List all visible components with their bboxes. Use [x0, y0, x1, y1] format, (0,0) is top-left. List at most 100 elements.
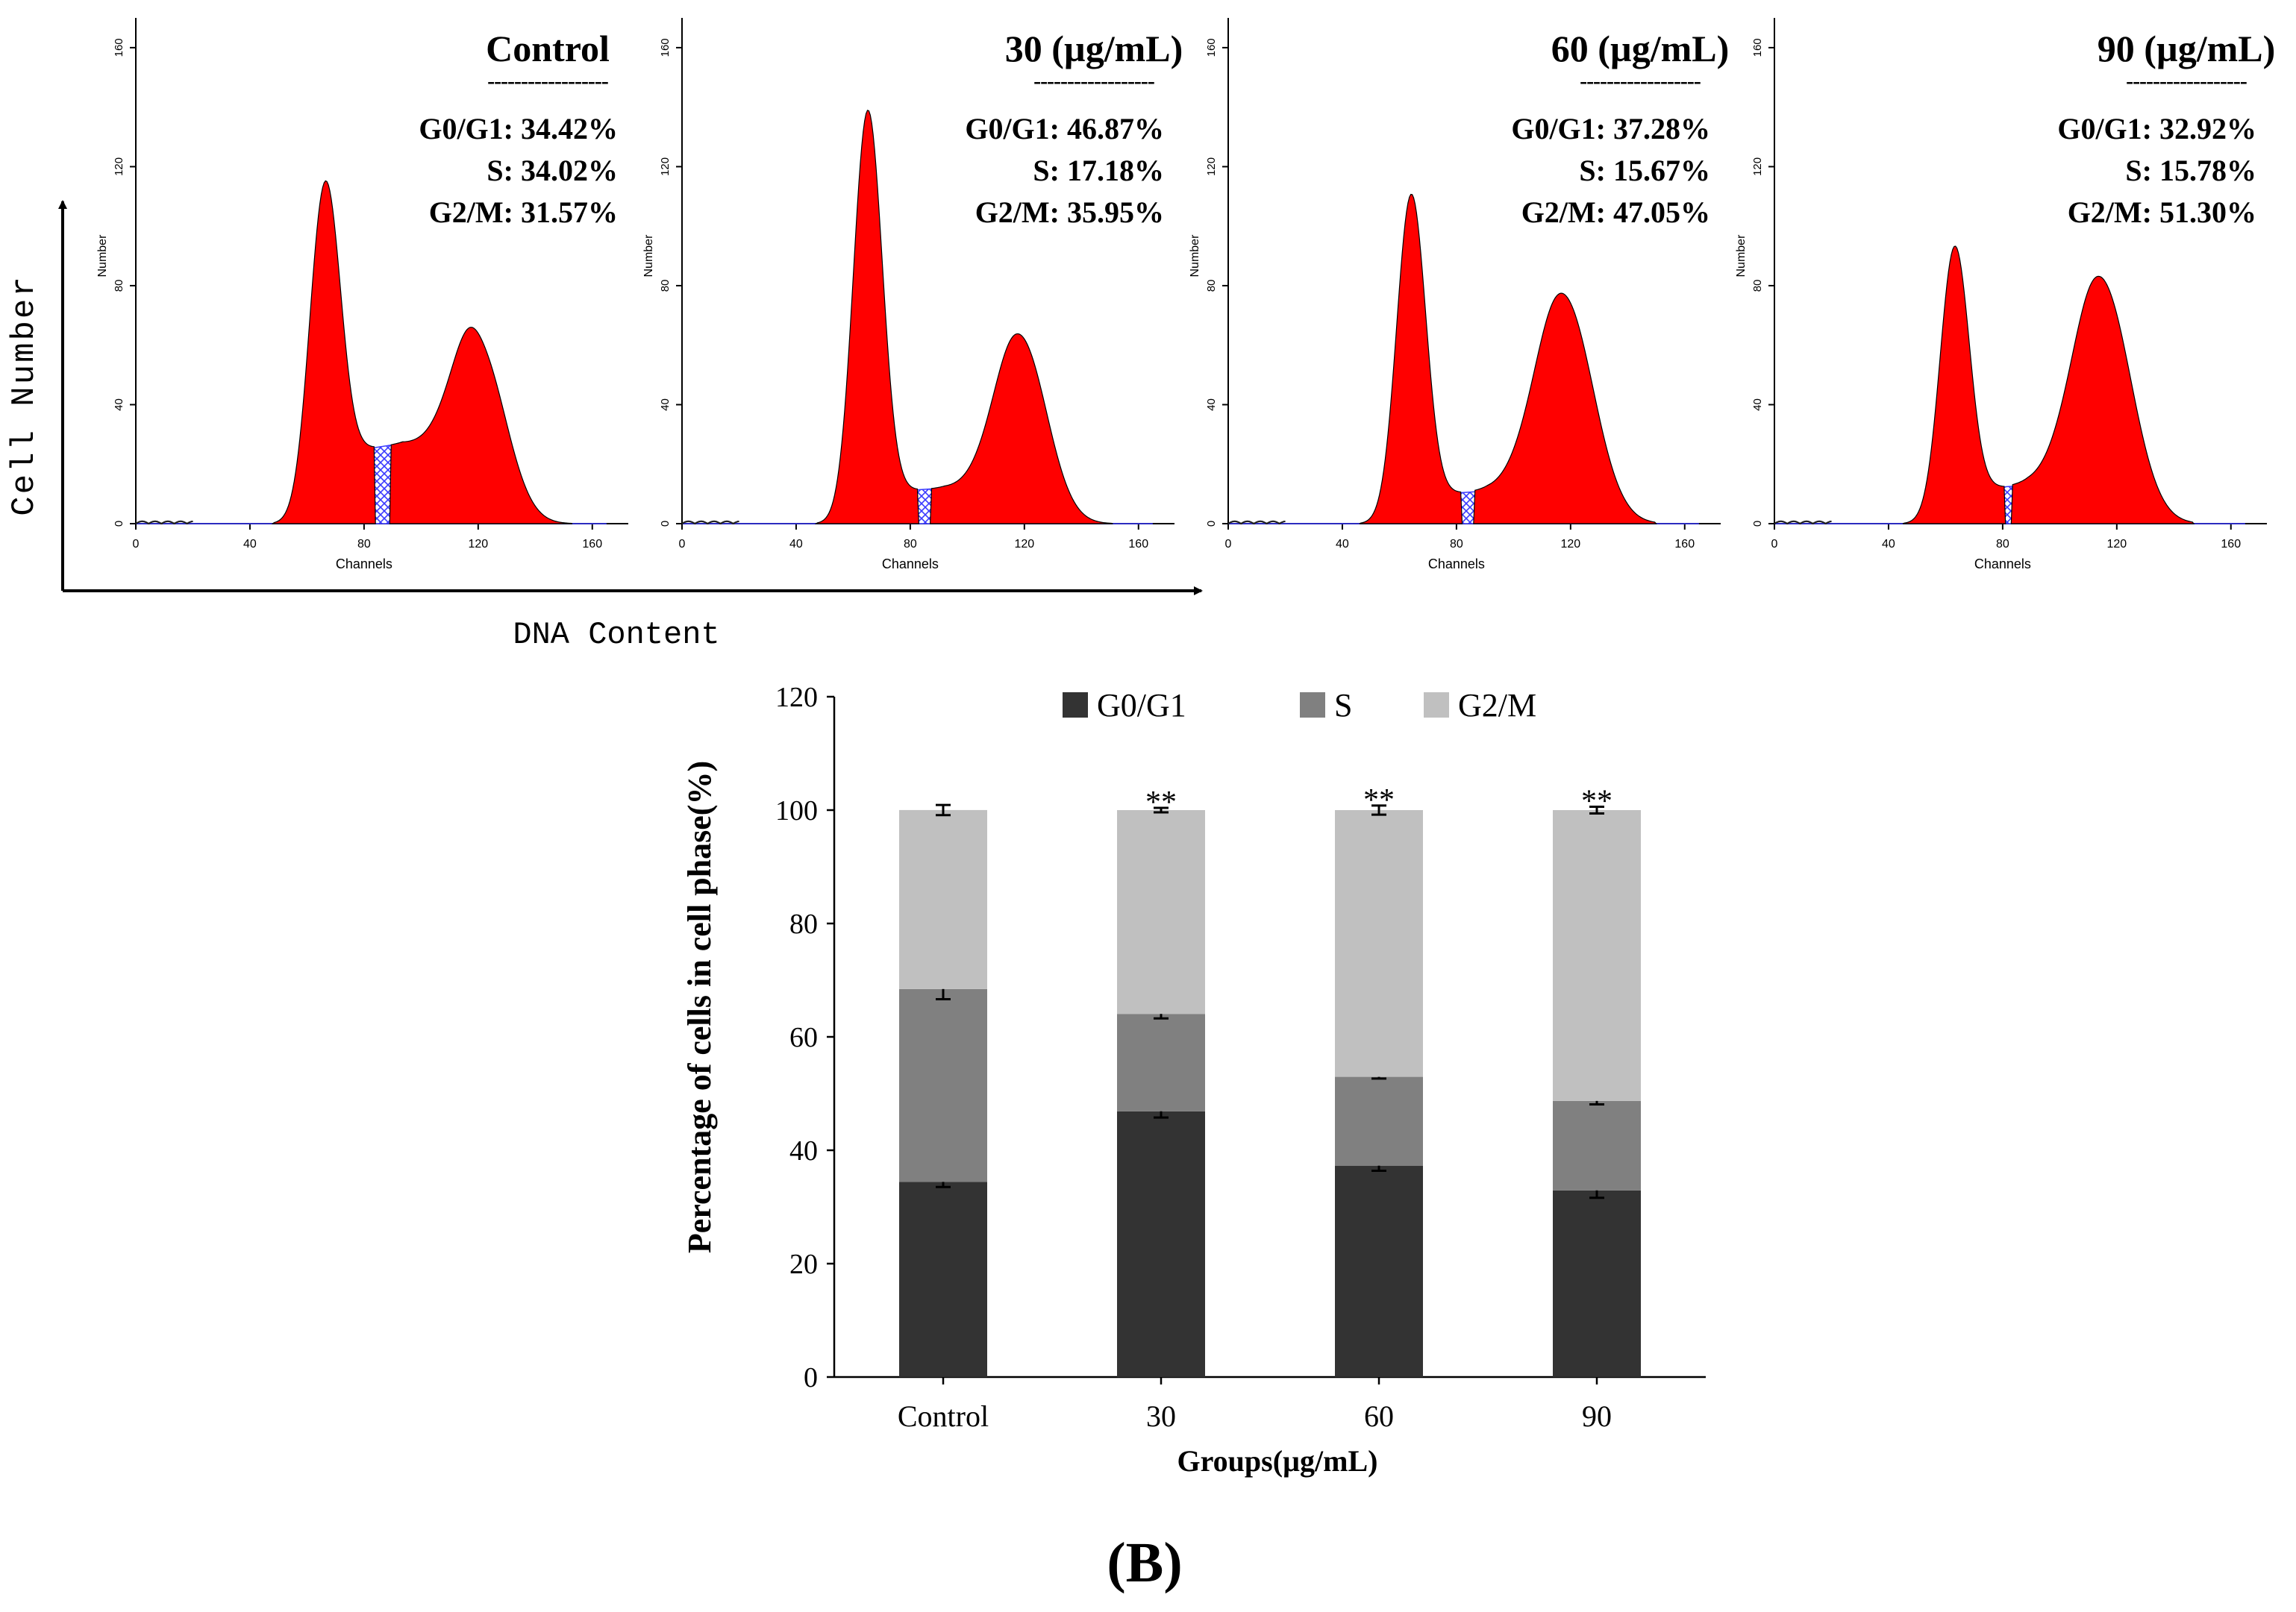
histogram-g2m-peak	[2010, 275, 2195, 524]
histogram-g0g1-peak	[271, 180, 376, 524]
bar-segment-g2m	[899, 809, 987, 989]
bar-segment-g2m	[1117, 810, 1205, 1014]
histogram-x-tick-label: 40	[1882, 538, 1895, 551]
histogram-y-tick-label: 80	[1751, 280, 1764, 292]
error-bar	[936, 803, 951, 817]
bar-y-axis-label: Percentage of cells in cell phase(%)	[681, 761, 718, 1253]
histogram-panel: 0 40 80 120 160 0 40 80 120 160 Number Channels 60 (…	[1189, 18, 1729, 571]
histogram-title: 60 (µg/mL)	[1551, 28, 1730, 69]
histogram-x-tick-label: 120	[1560, 538, 1580, 551]
histogram-x-axis-label: Channels	[336, 556, 392, 571]
bar-y-tick-label: 40	[789, 1135, 818, 1167]
legend-label: G2/M	[1458, 687, 1536, 724]
histogram-x-tick-label: 40	[1336, 538, 1349, 551]
error-bar	[1154, 806, 1169, 814]
histogram-stat: S: 15.67%	[1579, 154, 1710, 187]
histogram-g0g1-peak	[814, 110, 919, 524]
bar-x-tick-label: 30	[1146, 1399, 1176, 1433]
histogram-x-tick-label: 120	[1014, 538, 1034, 551]
bar-segment-s	[899, 988, 987, 1182]
histogram-x-tick-label: 80	[904, 538, 917, 551]
histogram-g0g1-peak	[1902, 245, 2006, 524]
histogram-dashes: ------------------	[1033, 69, 1154, 93]
histogram-y-tick-label: 40	[1751, 398, 1764, 411]
bar-segment-g2m	[1335, 810, 1423, 1077]
legend-item: S	[1300, 687, 1352, 724]
histogram-y-tick-label: 80	[1205, 280, 1218, 292]
histogram-x-tick-label: 160	[1128, 538, 1148, 551]
histogram-y-axis-label: Number	[1189, 234, 1201, 277]
bar-x-axis-label: Groups(µg/mL)	[1177, 1444, 1377, 1478]
histogram-y-tick-label: 120	[113, 157, 125, 176]
histogram-g2m-peak	[389, 327, 573, 524]
histogram-y-tick-label: 0	[113, 521, 125, 527]
histogram-stat: G2/M: 31.57%	[429, 195, 618, 229]
legend-swatch	[1063, 692, 1088, 718]
bar-segment-s	[1335, 1076, 1423, 1166]
bar-y-tick-label: 20	[789, 1249, 818, 1280]
histogram-x-tick-label: 120	[2106, 538, 2127, 551]
histogram-panel: 0 40 80 120 160 0 40 80 120 160 Number Channels 90 (…	[1735, 18, 2275, 571]
legend-label: G0/G1	[1097, 687, 1186, 724]
stacked-bar-chart: Percentage of cells in cell phase(%) Gro…	[681, 682, 1706, 1478]
histogram-y-tick-label: 160	[1751, 38, 1764, 57]
histogram-dashes: ------------------	[2126, 69, 2247, 93]
histogram-title: Control	[486, 28, 610, 69]
histogram-title: 90 (µg/mL)	[2098, 28, 2276, 69]
histogram-y-tick-label: 80	[659, 280, 672, 292]
histogram-y-axis-label: Number	[642, 234, 655, 277]
histogram-y-tick-label: 120	[1205, 157, 1218, 176]
histogram-x-axis-label: Channels	[1428, 556, 1485, 571]
legend-item: G0/G1	[1063, 687, 1186, 724]
histogram-stat: G2/M: 35.95%	[975, 195, 1164, 229]
histogram-raw-trace	[1227, 520, 1286, 525]
histogram-raw-trace	[135, 520, 193, 525]
histogram-outer-axes: Cell Number DNA Content	[6, 200, 1203, 653]
significance-marker: **	[1581, 784, 1612, 818]
bar-y-tick-label: 120	[775, 682, 818, 713]
bar-y-tick-label: 60	[789, 1022, 818, 1053]
histogram-y-tick-label: 160	[659, 38, 672, 57]
histogram-g0g1-peak	[1359, 193, 1463, 524]
dna-content-label: DNA Content	[513, 617, 719, 653]
histogram-stat: S: 15.78%	[2125, 154, 2256, 187]
histogram-y-tick-label: 160	[113, 38, 125, 57]
histogram-g2m-peak	[930, 333, 1113, 524]
histogram-panel: 0 40 80 120 160 0 40 80 120 160 Number Channels Cont…	[96, 18, 628, 571]
histogram-stat: G0/G1: 46.87%	[965, 112, 1164, 145]
histogram-x-tick-label: 0	[133, 538, 140, 551]
histogram-x-tick-label: 120	[468, 538, 488, 551]
error-bar	[1589, 805, 1604, 815]
histogram-panel: 0 40 80 120 160 0 40 80 120 160 Number Channels 30 (…	[642, 18, 1183, 571]
histogram-y-tick-label: 40	[659, 398, 672, 411]
histogram-title: 30 (µg/mL)	[1005, 28, 1183, 69]
histogram-x-axis-label: Channels	[882, 556, 939, 571]
histogram-x-axis-label: Channels	[1974, 556, 2031, 571]
significance-marker: **	[1145, 785, 1177, 820]
figure-label: (B)	[1107, 1531, 1182, 1594]
histogram-x-tick-label: 160	[582, 538, 602, 551]
histogram-y-tick-label: 120	[659, 157, 672, 176]
histogram-raw-trace	[681, 520, 739, 525]
histogram-y-tick-label: 40	[113, 398, 125, 411]
bar-y-tick-label: 100	[775, 795, 818, 827]
bar-segment-s	[1553, 1100, 1641, 1191]
histogram-x-tick-label: 80	[1450, 538, 1463, 551]
histogram-y-tick-label: 40	[1205, 398, 1218, 411]
bar-x-tick-label: 60	[1364, 1399, 1394, 1433]
significance-marker: **	[1363, 783, 1395, 818]
histogram-stat: S: 17.18%	[1033, 154, 1164, 187]
histogram-y-axis-label: Number	[1735, 234, 1748, 277]
histogram-x-tick-label: 0	[679, 538, 686, 551]
bar-x-tick-label: Control	[898, 1399, 989, 1433]
legend-label: S	[1334, 687, 1352, 724]
bar-segment-g0g1	[1335, 1165, 1423, 1377]
histogram-x-tick-label: 40	[243, 538, 257, 551]
histogram-panels: 0 40 80 120 160 0 40 80 120 160 Number Channels Cont…	[96, 18, 2275, 571]
histogram-x-tick-label: 160	[1674, 538, 1695, 551]
histogram-dashes: ------------------	[487, 69, 608, 93]
bar-segment-s	[1117, 1014, 1205, 1111]
histogram-y-tick-label: 80	[113, 280, 125, 292]
histogram-stat: G0/G1: 34.42%	[419, 112, 618, 145]
